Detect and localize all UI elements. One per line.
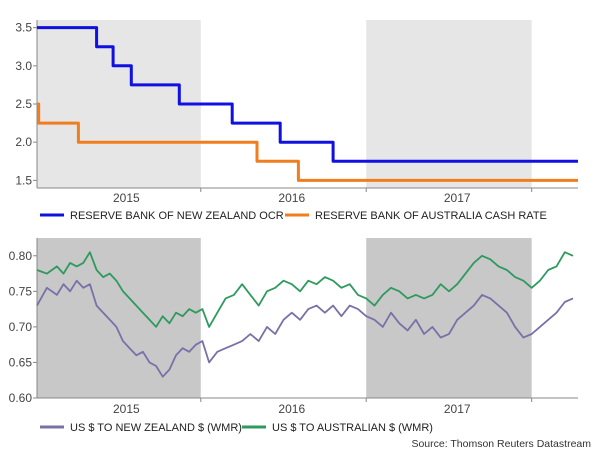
y-tick-label: 3.0: [15, 59, 32, 73]
axes: [33, 238, 578, 402]
rba-line: [37, 102, 578, 182]
policy-rate-panel: 3.5 3.0 2.5 2.0 1.5 2015 2016 2017: [15, 20, 578, 205]
source-note: Source: Thomson Reuters Datastream: [411, 438, 591, 450]
x-tick-label: 2017: [444, 402, 471, 416]
legend-label-rbnz: RESERVE BANK OF NEW ZEALAND OCR: [70, 210, 284, 222]
legend-exchange-rates: US $ TO NEW ZEALAND $ (WMR) US $ TO AUST…: [40, 422, 433, 434]
series-lines: [37, 26, 578, 182]
series-lines: [36, 251, 574, 378]
shaded-period-0: [37, 20, 201, 188]
x-tick-label: 2016: [278, 402, 305, 416]
y-tick-label: 3.5: [15, 21, 32, 35]
y-tick-label: 1.5: [15, 173, 32, 187]
tick-labels: 0.80 0.75 0.70 0.65 0.60 2015 2016 2017: [9, 249, 471, 416]
shaded-period-0: [37, 238, 201, 398]
x-tick-label: 2017: [444, 191, 471, 205]
shaded-periods: [37, 238, 532, 398]
y-tick-label: 0.70: [9, 320, 33, 334]
x-tick-label: 2015: [113, 402, 140, 416]
shaded-periods: [37, 20, 532, 188]
x-tick-label: 2016: [278, 191, 305, 205]
nzd-line: [36, 279, 574, 378]
y-tick-label: 2.0: [15, 135, 32, 149]
legend-label-rba: RESERVE BANK OF AUSTRALIA CASH RATE: [315, 210, 547, 222]
tick-labels: 3.5 3.0 2.5 2.0 1.5 2015 2016 2017: [15, 21, 471, 205]
y-tick-label: 0.60: [9, 391, 33, 405]
y-tick-label: 2.5: [15, 97, 32, 111]
y-tick-label: 0.65: [9, 355, 33, 369]
legend-label-aud: US $ TO AUSTRALIAN $ (WMR): [272, 422, 433, 434]
exchange-rate-panel: 0.80 0.75 0.70 0.65 0.60 2015 2016 2017: [9, 238, 578, 416]
shaded-period-1: [366, 238, 532, 398]
y-tick-label: 0.75: [9, 284, 33, 298]
x-tick-label: 2015: [113, 191, 140, 205]
rbnz-line: [37, 26, 578, 163]
legend-label-nzd: US $ TO NEW ZEALAND $ (WMR): [70, 422, 242, 434]
y-tick-label: 0.80: [9, 249, 33, 263]
legend-policy-rates: RESERVE BANK OF NEW ZEALAND OCR RESERVE …: [40, 210, 547, 222]
aud-line: [36, 251, 574, 328]
